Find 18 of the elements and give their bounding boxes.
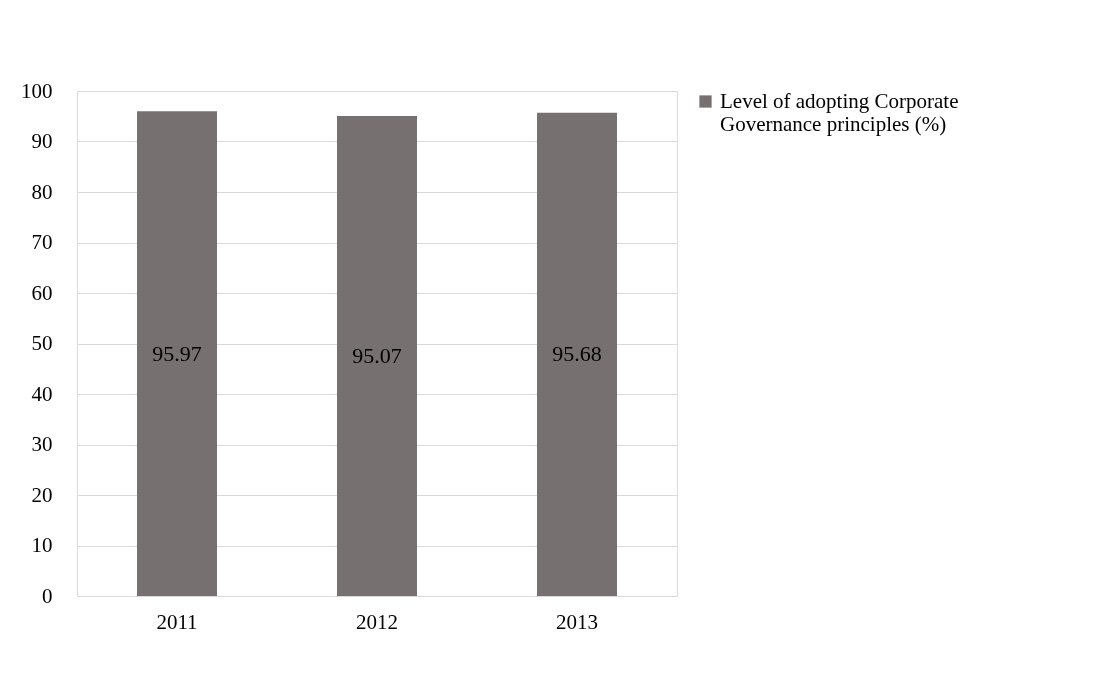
y-tick-label: 90 <box>31 129 53 153</box>
y-tick-label: 50 <box>31 331 53 355</box>
y-tick-label: 10 <box>31 533 53 557</box>
data-label: 95.07 <box>352 342 402 368</box>
data-label: 95.97 <box>152 340 202 366</box>
y-tick-label: 0 <box>42 583 53 608</box>
y-tick-label: 80 <box>31 179 53 204</box>
x-tick-label: 2012 <box>356 609 398 634</box>
y-tick-label: 40 <box>31 381 53 406</box>
x-tick-label: 2013 <box>556 609 598 634</box>
y-tick-label: 30 <box>31 432 53 456</box>
y-tick-label: 20 <box>31 482 53 507</box>
legend-label: Level of adopting Corporate Governance principles (%) <box>720 88 959 136</box>
y-tick-label: 70 <box>31 230 53 254</box>
data-label: 95.68 <box>552 341 602 367</box>
y-tick-label: 60 <box>31 280 53 305</box>
x-tick-label: 2011 <box>156 609 198 634</box>
y-tick-label: 100 <box>21 78 53 103</box>
